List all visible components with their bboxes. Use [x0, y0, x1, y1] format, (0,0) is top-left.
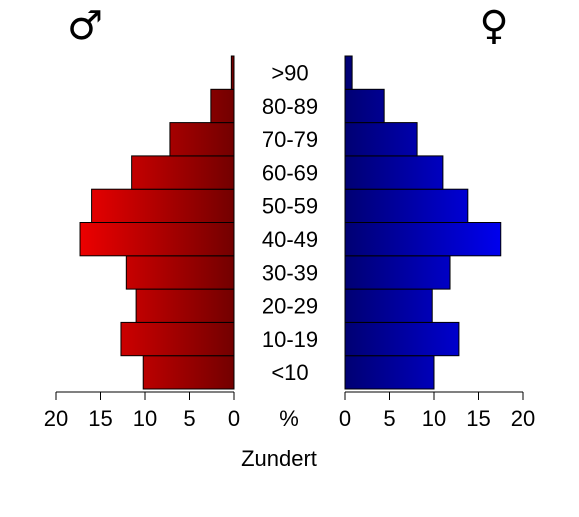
bar: [91, 188, 235, 223]
x-tick-label: 20: [44, 406, 68, 431]
category-label: 70-79: [262, 127, 318, 152]
bar: [344, 255, 451, 290]
category-label: 50-59: [262, 194, 318, 219]
bar: [344, 88, 385, 124]
x-tick-label: 10: [422, 406, 446, 431]
category-label: >90: [271, 60, 308, 85]
bar: [344, 321, 460, 357]
category-label: 60-69: [262, 160, 318, 185]
bar: [344, 222, 502, 257]
x-tick-label: 5: [183, 406, 195, 431]
category-label: 40-49: [262, 227, 318, 252]
bar: [142, 355, 235, 390]
x-tick-label: 0: [228, 406, 240, 431]
x-tick-label: 5: [383, 406, 395, 431]
bar: [344, 155, 444, 190]
category-label: 80-89: [262, 94, 318, 119]
x-tick-label: 0: [339, 406, 351, 431]
bar: [344, 55, 353, 90]
bar: [169, 122, 235, 157]
bar: [344, 188, 469, 223]
male-label: ♂: [67, 3, 103, 49]
bar: [210, 88, 235, 124]
chart-title: Zundert: [241, 446, 317, 471]
category-label: 10-19: [262, 327, 318, 352]
bar: [344, 288, 433, 323]
bar: [131, 155, 235, 190]
x-tick-label: 10: [133, 406, 157, 431]
x-tick-label: 15: [88, 406, 112, 431]
category-label: 30-39: [262, 260, 318, 285]
bar: [79, 222, 235, 257]
category-label: 20-29: [262, 294, 318, 319]
bar: [120, 321, 235, 357]
x-axis-label: %: [279, 406, 299, 431]
x-tick-label: 15: [466, 406, 490, 431]
bar: [135, 288, 235, 323]
female-label: ♀: [479, 3, 508, 49]
bar: [230, 55, 235, 90]
category-label: <10: [271, 360, 308, 385]
bar: [125, 255, 235, 290]
bar: [344, 355, 435, 390]
bar: [344, 122, 418, 157]
x-tick-label: 20: [511, 406, 535, 431]
